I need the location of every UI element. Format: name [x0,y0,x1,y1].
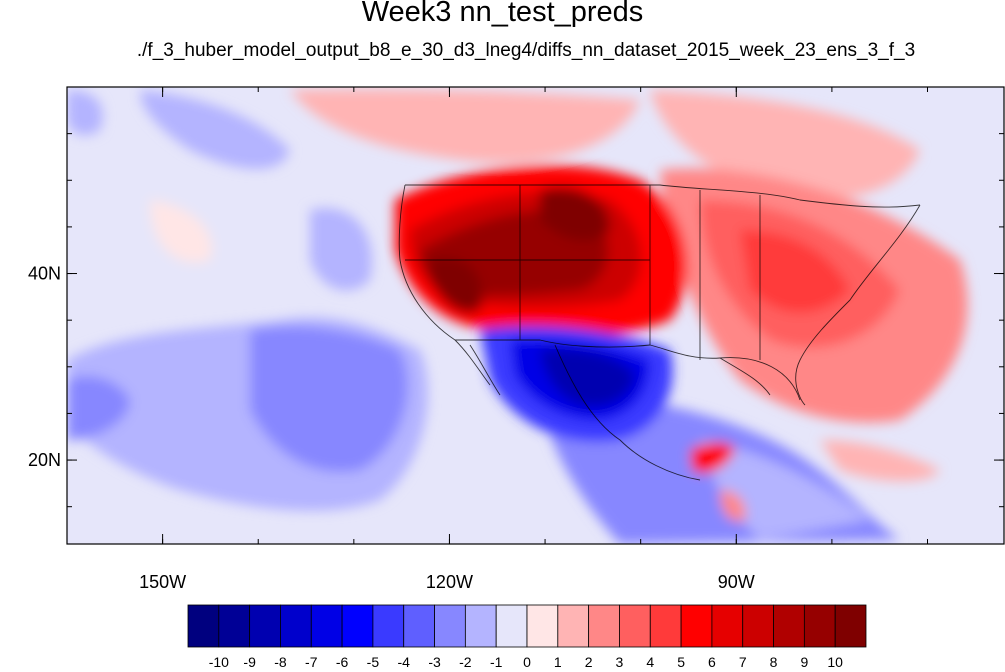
x-tick-label: 120W [426,572,473,592]
colorbar-swatch [341,604,374,648]
colorbar-swatch [495,604,528,648]
anomaly-field [67,87,1004,544]
colorbar-swatch [249,604,281,648]
colorbar-level-label: -8 [274,654,287,670]
colorbar-level-label: -9 [243,654,256,670]
colorbar-level-label: 10 [827,654,843,670]
colorbar-swatch [588,604,620,648]
colorbar-swatch [434,604,466,648]
colorbar-swatch [834,604,867,648]
colorbar-swatch [680,604,713,648]
colorbar-level-label: 3 [616,654,624,670]
colorbar-level-label: 4 [646,654,654,670]
y-tick-label: 40N [28,264,61,284]
colorbar-level-label: 6 [708,654,716,670]
colorbar-level-label: 5 [677,654,685,670]
colorbar-level-label: -10 [209,654,229,670]
colorbar-swatch [218,604,251,648]
colorbar-level-label: 1 [554,654,562,670]
colorbar-swatch [742,604,774,648]
colorbar-swatch [187,604,220,648]
colorbar-swatch [403,604,435,648]
colorbar-swatch [557,604,590,648]
colorbar-level-label: -7 [305,654,318,670]
colorbar-level-label: 7 [739,654,747,670]
y-tick-label: 20N [28,450,61,470]
colorbar-swatch [711,604,744,648]
axis-ticks [66,87,1004,544]
colorbar-swatch [803,604,836,648]
colorbar-level-label: 0 [523,654,531,670]
colorbar-level-label: 9 [800,654,808,670]
colorbar-level-label: -5 [367,654,380,670]
colorbar-swatch [773,604,805,648]
colorbar-swatch [526,604,559,648]
colorbar-labels: -10 -9 -8 -7 -6 -5 -4 -3 -2 -1 0 1 2 3 4 5 6 7 8 9 10 [209,654,843,670]
colorbar-swatch [649,604,682,648]
colorbar-swatch [372,604,405,648]
colorbar-level-label: -1 [490,654,503,670]
colorbar-level-label: -2 [459,654,472,670]
colorbar-level-label: -4 [398,654,411,670]
coastlines [398,184,921,481]
x-tick-label: 150W [139,572,186,592]
colorbar-swatch [464,604,497,648]
colorbar [187,604,867,648]
colorbar-swatch [310,604,343,648]
x-tick-label: 90W [718,572,755,592]
map-title: Week3 nn_test_preds [361,0,644,28]
axis-tick-labels: 150W 120W 90W 40N 20N [28,264,755,592]
map-subtitle: ./f_3_huber_model_output_b8_e_30_d3_lneg… [136,40,916,61]
colorbar-level-label: -6 [336,654,349,670]
colorbar-swatch [280,604,312,648]
colorbar-level-label: 2 [585,654,593,670]
plot-frame [66,86,1005,545]
colorbar-level-label: 8 [770,654,778,670]
colorbar-swatch [619,604,651,648]
colorbar-level-label: -3 [428,654,441,670]
